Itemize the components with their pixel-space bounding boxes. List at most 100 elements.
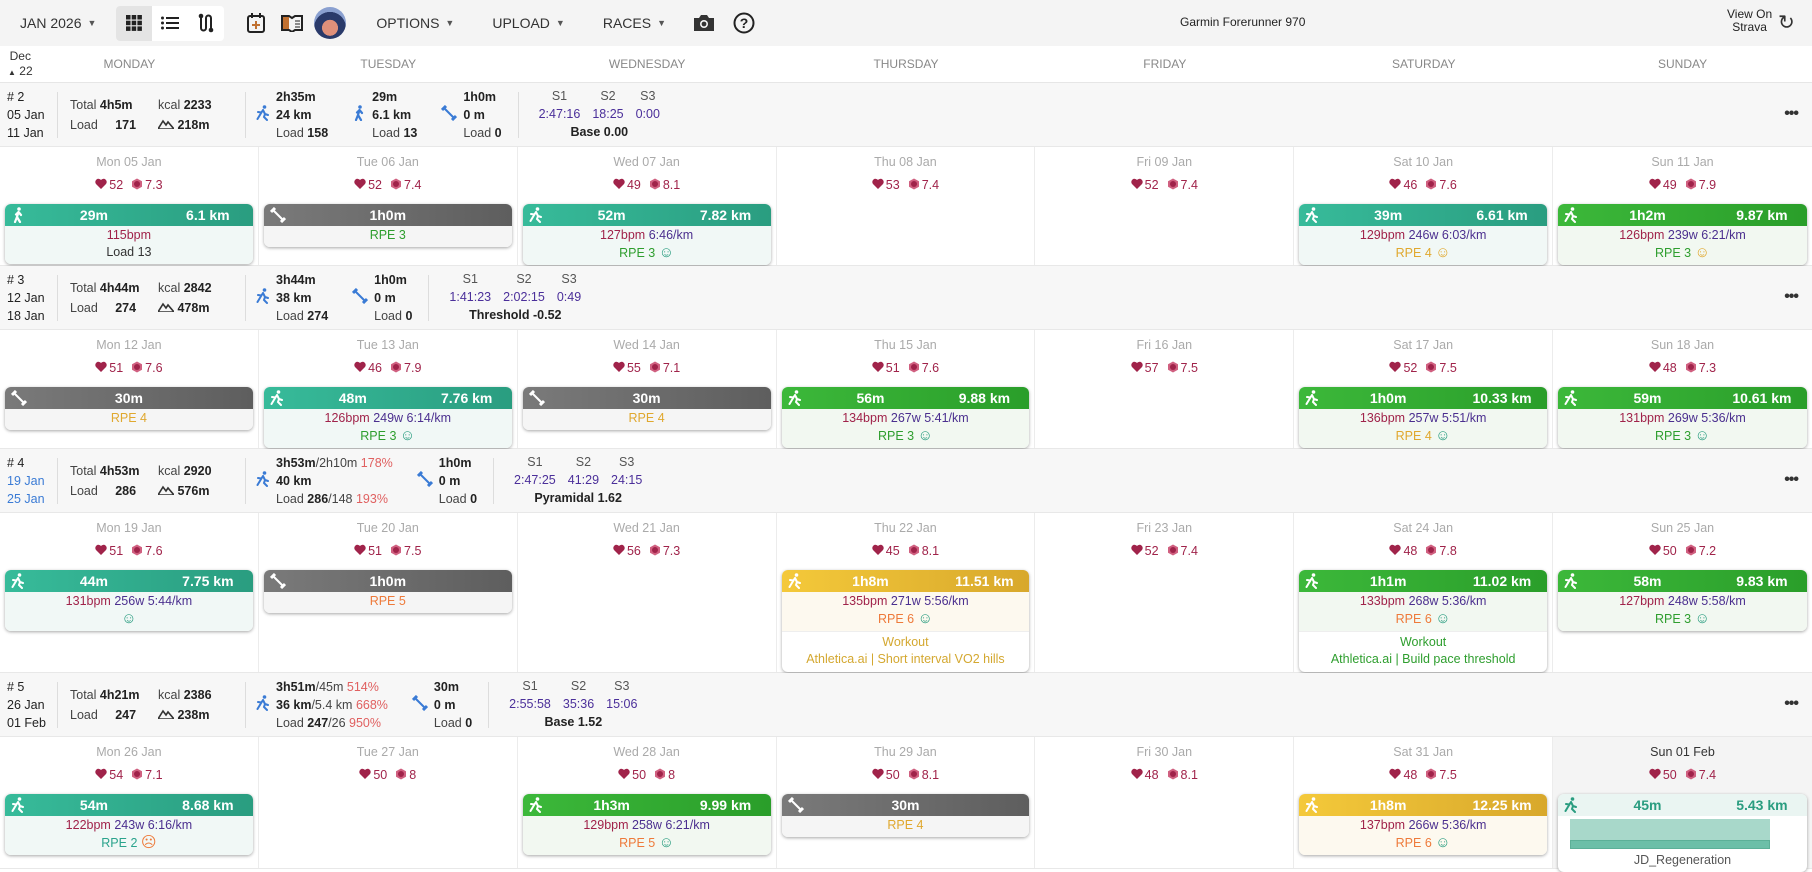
week-more-button[interactable]: ••• bbox=[1784, 105, 1799, 122]
help-button[interactable]: ? bbox=[726, 12, 762, 34]
planned-workout-card[interactable]: 45m 5.43 km JD_Regeneration bbox=[1558, 794, 1807, 872]
view-on-strava-link[interactable]: View On Strava bbox=[1727, 8, 1772, 34]
refresh-icon[interactable]: ↻ bbox=[1778, 12, 1795, 34]
resting-hr: 49 bbox=[1662, 178, 1677, 192]
day-label: Wed 14 Jan bbox=[613, 338, 680, 352]
hrv-value: 7.2 bbox=[1698, 544, 1717, 558]
day-cell[interactable]: Thu 22 Jan 45 8.1 1h8m 11.51 km 135bpm 271w… bbox=[777, 513, 1036, 672]
day-label: Sat 24 Jan bbox=[1393, 521, 1454, 535]
workout-step-bar bbox=[1570, 840, 1771, 849]
run-icon bbox=[256, 695, 270, 714]
activity-card[interactable]: 54m 8.68 km 122bpm 243w 6:16/km RPE 2 ☹ bbox=[5, 794, 253, 855]
day-cell[interactable]: Thu 29 Jan 50 8.1 30m RPE 4 bbox=[777, 737, 1036, 868]
run-icon bbox=[529, 797, 543, 816]
day-cell[interactable]: Sat 24 Jan 48 7.8 1h1m 11.02 km 133bpm 268w… bbox=[1294, 513, 1554, 672]
heart-icon bbox=[872, 544, 884, 558]
activity-card[interactable]: 39m 6.61 km 129bpm 246w 6:03/km RPE 4 ☺ bbox=[1299, 204, 1548, 265]
activity-card[interactable]: 1h0m 10.33 km 136bpm 257w 5:51/km RPE 4 ☺ bbox=[1299, 387, 1548, 448]
total-time: 4h21m bbox=[99, 687, 140, 702]
month-selector[interactable]: JAN 2026 ▼ bbox=[20, 15, 96, 31]
sport-load-label: Load bbox=[374, 308, 402, 323]
activity-body: 131bpm 269w 5:36/km RPE 3 ☺ bbox=[1558, 409, 1807, 448]
day-cell[interactable]: Sat 10 Jan 46 7.6 39m 6.61 km 129bpm 246w 6… bbox=[1294, 147, 1554, 265]
training-book-button[interactable] bbox=[274, 14, 310, 32]
day-cell[interactable]: Tue 06 Jan 52 7.4 1h0m RPE 3 bbox=[259, 147, 518, 265]
activity-card[interactable]: 1h1m 11.02 km 133bpm 268w 5:36/km RPE 6 ☺ Wo… bbox=[1299, 570, 1548, 672]
calendar-grid-view-button[interactable] bbox=[116, 5, 153, 41]
activity-card[interactable]: 48m 7.76 km 126bpm 249w 6:14/km RPE 3 ☺ bbox=[263, 387, 512, 448]
add-calendar-button[interactable] bbox=[238, 13, 274, 33]
day-cell[interactable]: Mon 12 Jan 51 7.6 30m RPE 4 bbox=[0, 330, 259, 448]
options-menu[interactable]: OPTIONS ▼ bbox=[376, 15, 454, 31]
wellness-metrics: 46 7.9 bbox=[264, 360, 512, 376]
day-cell[interactable]: Sat 31 Jan 48 7.5 1h8m 12.25 km 137bpm 266w… bbox=[1294, 737, 1554, 868]
activity-card[interactable]: 30m RPE 4 bbox=[522, 387, 771, 430]
activity-card[interactable]: 29m 6.1 km 115bpm Load 13 bbox=[5, 204, 253, 264]
day-cell[interactable]: Thu 08 Jan 53 7.4 bbox=[777, 147, 1036, 265]
day-cell[interactable]: Fri 30 Jan 48 8.1 bbox=[1035, 737, 1295, 868]
user-avatar[interactable] bbox=[314, 7, 347, 39]
screenshot-button[interactable] bbox=[686, 14, 722, 32]
day-cell[interactable]: Fri 16 Jan 57 7.5 bbox=[1035, 330, 1295, 448]
races-menu[interactable]: RACES ▼ bbox=[603, 15, 666, 31]
sport-load-label: Load bbox=[433, 715, 462, 730]
upload-menu[interactable]: UPLOAD ▼ bbox=[492, 15, 565, 31]
linked-workout[interactable]: Workout Athletica.ai | Short interval VO2… bbox=[781, 631, 1030, 672]
day-cell[interactable]: Tue 27 Jan 50 8 bbox=[259, 737, 518, 868]
activity-card[interactable]: 56m 9.88 km 134bpm 267w 5:41/km RPE 3 ☺ bbox=[781, 387, 1030, 448]
sport-dist-pct: 668% bbox=[355, 697, 388, 712]
week-more-button[interactable]: ••• bbox=[1784, 471, 1799, 488]
week-start: 19 Jan bbox=[7, 473, 45, 488]
hrv-value: 7.3 bbox=[145, 178, 163, 192]
activity-card[interactable]: 30m RPE 4 bbox=[781, 794, 1030, 837]
day-cell[interactable]: Sun 25 Jan 50 7.2 58m 9.83 km 127bpm 248w 5… bbox=[1553, 513, 1812, 672]
s2-value: 18:25 bbox=[592, 107, 624, 121]
day-cell[interactable]: Wed 14 Jan 55 7.1 30m RPE 4 bbox=[518, 330, 777, 448]
sport-distance: 0 m bbox=[433, 697, 456, 712]
week-id: # 4 19 Jan 25 Jan bbox=[0, 454, 57, 508]
activity-header: 54m 8.68 km bbox=[5, 794, 253, 816]
activity-card[interactable]: 1h8m 11.51 km 135bpm 271w 5:56/km RPE 6 ☺ Wo… bbox=[781, 570, 1030, 672]
day-cell[interactable]: Wed 28 Jan 50 8 1h3m 9.99 km 129bpm 258w 6:… bbox=[518, 737, 777, 868]
resting-hr: 51 bbox=[109, 544, 124, 558]
sport-time: 3h53m bbox=[276, 455, 316, 470]
activity-card[interactable]: 1h2m 9.87 km 126bpm 239w 6:21/km RPE 3 ☺ bbox=[1558, 204, 1807, 265]
day-cell[interactable]: Mon 19 Jan 51 7.6 44m 7.75 km 131bpm 256w 5… bbox=[0, 513, 259, 672]
sport-load-label: Load bbox=[438, 491, 467, 506]
activity-card[interactable]: 30m RPE 4 bbox=[5, 387, 253, 430]
activity-card[interactable]: 1h8m 12.25 km 137bpm 266w 5:36/km RPE 6 ☺ bbox=[1299, 794, 1548, 855]
day-cell[interactable]: Mon 05 Jan 52 7.3 29m 6.1 km 115bpm Load 13 bbox=[0, 147, 259, 265]
resting-hr: 46 bbox=[368, 361, 383, 375]
activity-card[interactable]: 1h0m RPE 5 bbox=[263, 570, 512, 613]
day-cell[interactable]: Sun 11 Jan 49 7.9 1h2m 9.87 km 126bpm 239w … bbox=[1553, 147, 1812, 265]
day-cell[interactable]: Sun 01 Feb 50 7.4 45m 5.43 km JD_Regenerati… bbox=[1553, 737, 1812, 872]
day-cell[interactable]: Mon 26 Jan 54 7.1 54m 8.68 km 122bpm 243w 6… bbox=[0, 737, 259, 868]
week-more-button[interactable]: ••• bbox=[1784, 695, 1799, 712]
activity-card[interactable]: 59m 10.61 km 131bpm 269w 5:36/km RPE 3 ☺ bbox=[1558, 387, 1807, 448]
activity-card[interactable]: 58m 9.83 km 127bpm 248w 5:58/km RPE 3 ☺ bbox=[1558, 570, 1807, 631]
day-cell[interactable]: Wed 21 Jan 56 7.3 bbox=[518, 513, 777, 672]
day-cell[interactable]: Fri 23 Jan 52 7.4 bbox=[1035, 513, 1295, 672]
day-cell[interactable]: Sun 18 Jan 48 7.3 59m 10.61 km 131bpm 269w … bbox=[1553, 330, 1812, 448]
week-summary: # 4 19 Jan 25 Jan Total 4h53m kcal 2920 Lo… bbox=[0, 449, 1812, 513]
day-cell[interactable]: Fri 09 Jan 52 7.4 bbox=[1035, 147, 1295, 265]
list-view-button[interactable] bbox=[152, 6, 188, 41]
s3-label: S3 bbox=[614, 679, 630, 693]
route-view-button[interactable] bbox=[188, 6, 224, 41]
weekday-saturday: SATURDAY bbox=[1391, 57, 1456, 71]
activity-card[interactable]: 44m 7.75 km 131bpm 256w 5:44/km ☺ bbox=[5, 570, 253, 631]
day-cell[interactable]: Tue 13 Jan 46 7.9 48m 7.76 km 126bpm 249w 6… bbox=[259, 330, 518, 448]
week-more-button[interactable]: ••• bbox=[1784, 288, 1799, 305]
activity-card[interactable]: 52m 7.82 km 127bpm 6:46/km RPE 3 ☺ bbox=[522, 204, 771, 265]
day-cell[interactable]: Wed 07 Jan 49 8.1 52m 7.82 km 127bpm 6:46/k… bbox=[518, 147, 777, 265]
activity-card[interactable]: 1h0m RPE 3 bbox=[263, 204, 512, 247]
previous-week-button[interactable]: Dec ▲ 22 bbox=[8, 49, 33, 80]
heart-icon bbox=[1130, 178, 1143, 192]
day-cell[interactable]: Sat 17 Jan 52 7.5 1h0m 10.33 km 136bpm 257w… bbox=[1294, 330, 1554, 448]
linked-workout[interactable]: Workout Athletica.ai | Build pace thresho… bbox=[1299, 631, 1548, 672]
s1-label: S1 bbox=[522, 679, 538, 693]
day-label: Sat 31 Jan bbox=[1393, 745, 1454, 759]
day-cell[interactable]: Tue 20 Jan 51 7.5 1h0m RPE 5 bbox=[259, 513, 518, 672]
activity-card[interactable]: 1h3m 9.99 km 129bpm 258w 6:21/km RPE 5 ☺ bbox=[522, 794, 771, 855]
day-cell[interactable]: Thu 15 Jan 51 7.6 56m 9.88 km 134bpm 267w 5… bbox=[777, 330, 1036, 448]
